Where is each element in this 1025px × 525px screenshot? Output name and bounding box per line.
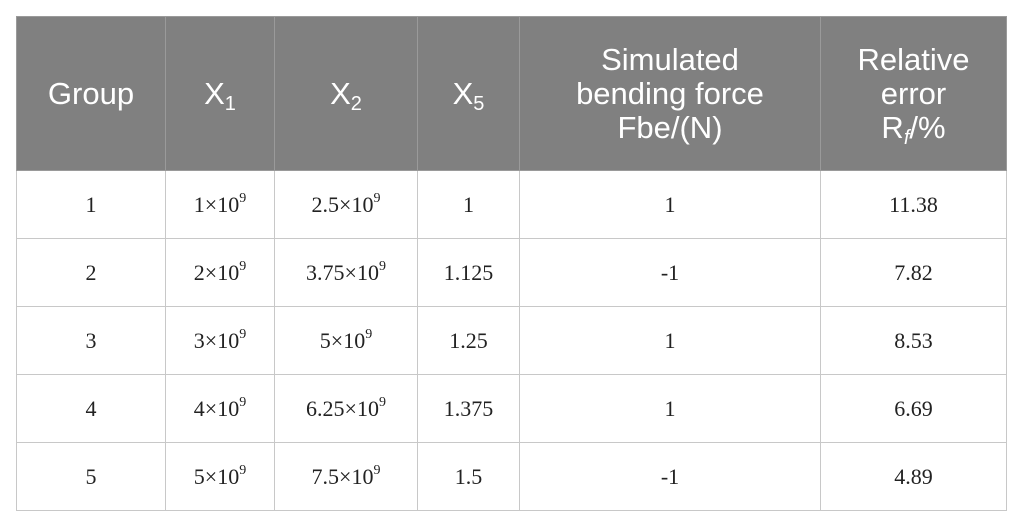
cell-text: 1×10 [193, 191, 240, 217]
cell-text: 3.75×10 [306, 259, 379, 285]
table-row: 5 5×109 7.5×109 1.5 -1 4.89 [16, 442, 1007, 511]
table-cell: 7.82 [820, 238, 1007, 307]
cell-text: 4×10 [193, 395, 240, 421]
superscript: 9 [239, 462, 247, 478]
cell-text: Group [47, 75, 135, 111]
superscript: 9 [239, 394, 247, 410]
table-row: 3 3×109 5×109 1.25 1 8.53 [16, 306, 1007, 375]
cell-text: 4.89 [894, 463, 933, 489]
table-row: 4 4×109 6.25×109 1.375 1 6.69 [16, 374, 1007, 443]
superscript: 9 [239, 258, 247, 274]
superscript: 9 [239, 326, 247, 342]
superscript: 9 [239, 190, 247, 206]
cell-text: 1.125 [443, 259, 494, 285]
superscript: 9 [365, 326, 373, 342]
cell-text: 5×10 [193, 463, 240, 489]
table-cell: -1 [519, 238, 821, 307]
table-cell: 4 [16, 374, 166, 443]
table-cell: -1 [519, 442, 821, 511]
table-cell: 2.5×109 [274, 170, 418, 239]
table-cell: 2 [16, 238, 166, 307]
table-cell: 6.25×109 [274, 374, 418, 443]
superscript: 9 [378, 258, 386, 274]
cell-text: /% [909, 109, 946, 145]
table-cell: 5×109 [274, 306, 418, 375]
subscript: 2 [350, 92, 362, 115]
table-cell: 5×109 [165, 442, 275, 511]
cell-text: 1.5 [454, 463, 483, 489]
cell-text: 1.25 [449, 327, 488, 353]
subscript: 5 [473, 92, 485, 115]
cell-text: 6.69 [894, 395, 933, 421]
header-cell: Group [16, 16, 166, 171]
table-cell: 1×109 [165, 170, 275, 239]
cell-text: Simulated bending force Fbe/(N) [576, 41, 764, 145]
cell-text: 3 [85, 327, 97, 353]
cell-text: 1 [664, 191, 676, 217]
header-row: Group X1 X2 X5 Simulated bending force Fbe/(… [16, 16, 1007, 171]
table-cell: 1 [519, 306, 821, 375]
table-cell: 11.38 [820, 170, 1007, 239]
header-cell: X2 [274, 16, 418, 171]
table-cell: 3 [16, 306, 166, 375]
cell-text: 1.375 [443, 395, 494, 421]
cell-text: 2.5×10 [311, 191, 374, 217]
table-body: 1 1×109 2.5×109 1 1 11.38 2 2×109 3.75×109 1.125-… [16, 170, 1007, 511]
table-cell: 1 [519, 374, 821, 443]
cell-text: 5 [85, 463, 97, 489]
table-cell: 3.75×109 [274, 238, 418, 307]
header-cell: Relative error Rf/% [820, 16, 1007, 171]
cell-text: 7.5×10 [311, 463, 374, 489]
table-cell: 4.89 [820, 442, 1007, 511]
table-cell: 1.125 [417, 238, 520, 307]
page: Group X1 X2 X5 Simulated bending force Fbe/(… [16, 16, 1007, 511]
cell-text: 1 [463, 191, 474, 217]
table-cell: 2×109 [165, 238, 275, 307]
header-cell: Simulated bending force Fbe/(N) [519, 16, 821, 171]
superscript: 9 [373, 190, 381, 206]
table-cell: 1 [519, 170, 821, 239]
table-cell: 1 [16, 170, 166, 239]
superscript: 9 [373, 462, 381, 478]
table-cell: 1.25 [417, 306, 520, 375]
cell-text: X [204, 75, 225, 111]
header-cell: X5 [417, 16, 520, 171]
cell-text: 7.82 [894, 259, 933, 285]
header-cell: X1 [165, 16, 275, 171]
cell-text: 1 [664, 327, 676, 353]
subscript: f [903, 126, 910, 149]
table-row: 1 1×109 2.5×109 1 1 11.38 [16, 170, 1007, 239]
cell-text: 8.53 [894, 327, 933, 353]
cell-text: 4 [85, 395, 97, 421]
subscript: 1 [224, 92, 236, 115]
table-cell: 5 [16, 442, 166, 511]
table-cell: 1.375 [417, 374, 520, 443]
cell-text: 3×10 [193, 327, 240, 353]
cell-text: -1 [660, 259, 680, 285]
table-cell: 3×109 [165, 306, 275, 375]
superscript: 9 [378, 394, 386, 410]
table-cell: 6.69 [820, 374, 1007, 443]
cell-text: 2 [85, 259, 97, 285]
cell-text: 1 [85, 191, 97, 217]
cell-text: 2×10 [193, 259, 240, 285]
cell-text: 11.38 [889, 191, 938, 217]
cell-text: -1 [660, 463, 680, 489]
data-table: Group X1 X2 X5 Simulated bending force Fbe/(… [16, 16, 1007, 511]
table-cell: 1 [417, 170, 520, 239]
cell-text: 6.25×10 [306, 395, 379, 421]
table-row: 2 2×109 3.75×109 1.125 -1 7.82 [16, 238, 1007, 307]
table-cell: 7.5×109 [274, 442, 418, 511]
cell-text: Relative error R [857, 41, 970, 145]
cell-text: X [330, 75, 351, 111]
cell-text: 5×10 [319, 327, 366, 353]
table-cell: 1.5 [417, 442, 520, 511]
table-cell: 8.53 [820, 306, 1007, 375]
cell-text: 1 [664, 395, 676, 421]
table-cell: 4×109 [165, 374, 275, 443]
cell-text: X [452, 75, 474, 111]
